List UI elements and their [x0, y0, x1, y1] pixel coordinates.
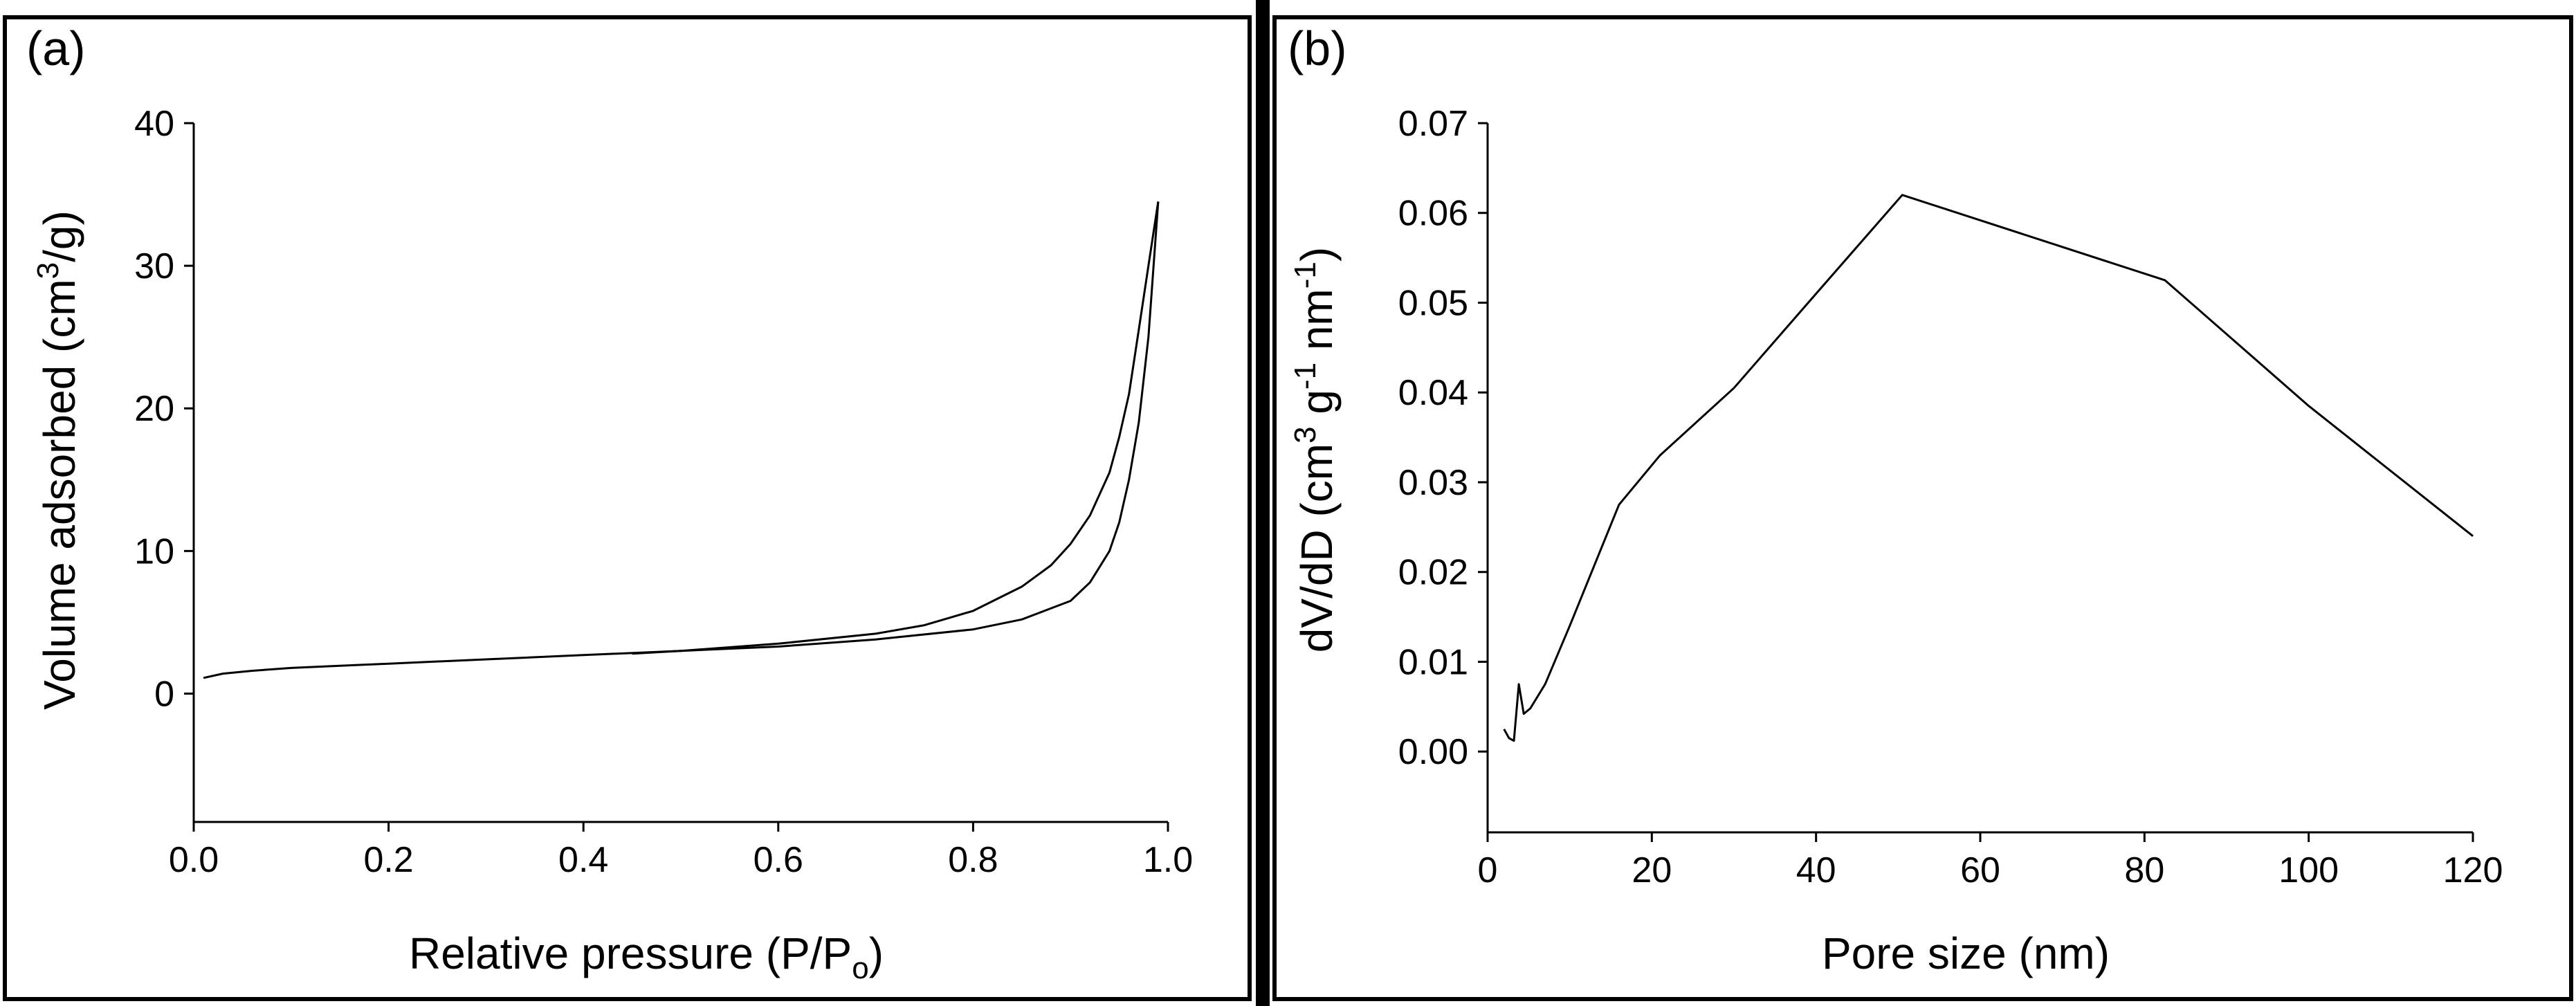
isotherm-y-axis-title: Volume adsorbed (cm3/g) [31, 210, 84, 710]
pore-size-y-tick-label: 0.06 [1398, 194, 1468, 234]
pore-size-series [1503, 194, 2474, 742]
pore-size-x-tick-label: 100 [2278, 850, 2339, 890]
panel-b: (b) 0 20 40 60 80 100 120 0.00 0.01 0.02 0.03 0.04 0… [1270, 0, 2576, 1006]
pore-size-x-tick-label: 120 [2443, 850, 2503, 890]
pore-size-y-tick-label: 0.00 [1398, 732, 1468, 772]
pore-size-x-tick-label: 0 [1478, 850, 1498, 890]
pore-size-x-tick-label: 40 [1796, 850, 1836, 890]
isotherm-x-tick-label: 0.8 [948, 840, 998, 880]
isotherm-chart: 0.0 0.2 0.4 0.6 0.8 1.0 0 10 20 30 40 Relative pre… [31, 104, 1193, 985]
svg-text:Relative pressure (P/Po): Relative pressure (P/Po) [409, 929, 884, 985]
pore-size-series-line-pore-size-distribution [1503, 194, 2474, 742]
isotherm-x-tick-label: 0.6 [753, 840, 803, 880]
isotherm-series-line-adsorption [203, 201, 1160, 679]
isotherm-y-tick-label: 30 [134, 246, 174, 286]
isotherm-y-tick-label: 0 [154, 674, 174, 714]
pore-size-x-tick-label: 60 [1960, 850, 2000, 890]
panel-a: (a) 0.0 0.2 0.4 0.6 0.8 1.0 0 10 20 30 40 Relative… [0, 0, 1256, 1006]
isotherm-x-tick-label: 0.2 [363, 840, 413, 880]
pore-size-y-tick-label: 0.04 [1398, 373, 1468, 413]
pore-size-y-tick-label: 0.05 [1398, 283, 1468, 323]
pore-size-axes: 0 20 40 60 80 100 120 0.00 0.01 0.02 0.03 0.04 0.05 0… [1398, 104, 2503, 890]
isotherm-series-line-desorption [632, 201, 1160, 655]
pore-size-y-tick-label: 0.07 [1398, 104, 1468, 144]
pore-size-y-tick-label: 0.01 [1398, 642, 1468, 682]
isotherm-y-tick-label: 20 [134, 389, 174, 429]
isotherm-x-axis-title: Relative pressure (P/Po) [409, 929, 884, 985]
isotherm-axes: 0.0 0.2 0.4 0.6 0.8 1.0 0 10 20 30 40 [134, 104, 1193, 880]
pore-size-chart: 0 20 40 60 80 100 120 0.00 0.01 0.02 0.03 0.04 0.05 0… [1288, 104, 2503, 978]
isotherm-x-tick-label: 1.0 [1143, 840, 1193, 880]
pore-size-x-tick-label: 80 [2124, 850, 2164, 890]
panel-a-label: (a) [26, 21, 86, 75]
svg-text:Pore size (nm): Pore size (nm) [1822, 929, 2110, 978]
pore-size-y-axis-title: dV/dD (cm3 g-1 nm-1) [1288, 247, 1342, 652]
panel-a-frame [3, 15, 1252, 1001]
isotherm-series [203, 201, 1160, 679]
panel-divider [1256, 0, 1270, 1006]
svg-text:Volume adsorbed (cm3/g): Volume adsorbed (cm3/g) [31, 210, 84, 710]
pore-size-y-tick-label: 0.02 [1398, 553, 1468, 593]
pore-size-y-tick-label: 0.03 [1398, 463, 1468, 503]
pore-size-x-axis-title: Pore size (nm) [1822, 929, 2110, 978]
panel-b-label: (b) [1288, 21, 1347, 75]
pore-size-x-tick-label: 20 [1632, 850, 1672, 890]
panel-b-frame [1272, 15, 2573, 1001]
isotherm-y-tick-label: 40 [134, 104, 174, 144]
isotherm-y-tick-label: 10 [134, 531, 174, 571]
isotherm-x-tick-label: 0.4 [558, 840, 608, 880]
isotherm-x-tick-label: 0.0 [169, 840, 219, 880]
svg-text:dV/dD (cm3 g-1 nm-1): dV/dD (cm3 g-1 nm-1) [1288, 247, 1342, 652]
